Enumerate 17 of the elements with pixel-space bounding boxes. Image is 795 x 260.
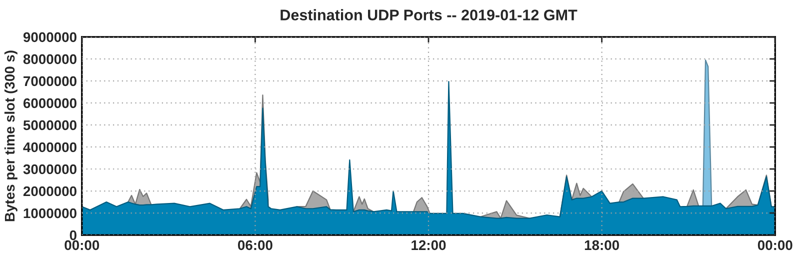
x-tick-label: 06:00: [238, 240, 272, 250]
y-tick-label: 7000000: [24, 76, 76, 86]
x-tick-label: 00:00: [758, 240, 792, 250]
y-tick-label: 8000000: [23, 54, 76, 64]
y-tick-label: 3000000: [23, 164, 76, 174]
y-axis-title: Bytes per time slot (300 s): [4, 50, 18, 222]
y-tick-label: 6000000: [23, 98, 76, 108]
x-tick-label: 00:00: [64, 240, 100, 250]
y-tick-label: 1000000: [24, 208, 76, 218]
y-tick-label: 9000000: [23, 32, 76, 42]
y-tick-label: 2000000: [23, 186, 76, 196]
x-tick-label: 12:00: [412, 240, 446, 250]
y-tick-label: 5000000: [23, 120, 76, 130]
y-tick-label: 4000000: [23, 142, 76, 152]
y-tick-label: 0: [70, 230, 76, 240]
chart-title: Destination UDP Ports -- 2019-01-12 GMT: [280, 9, 578, 20]
x-tick-label: 18:00: [584, 240, 620, 250]
